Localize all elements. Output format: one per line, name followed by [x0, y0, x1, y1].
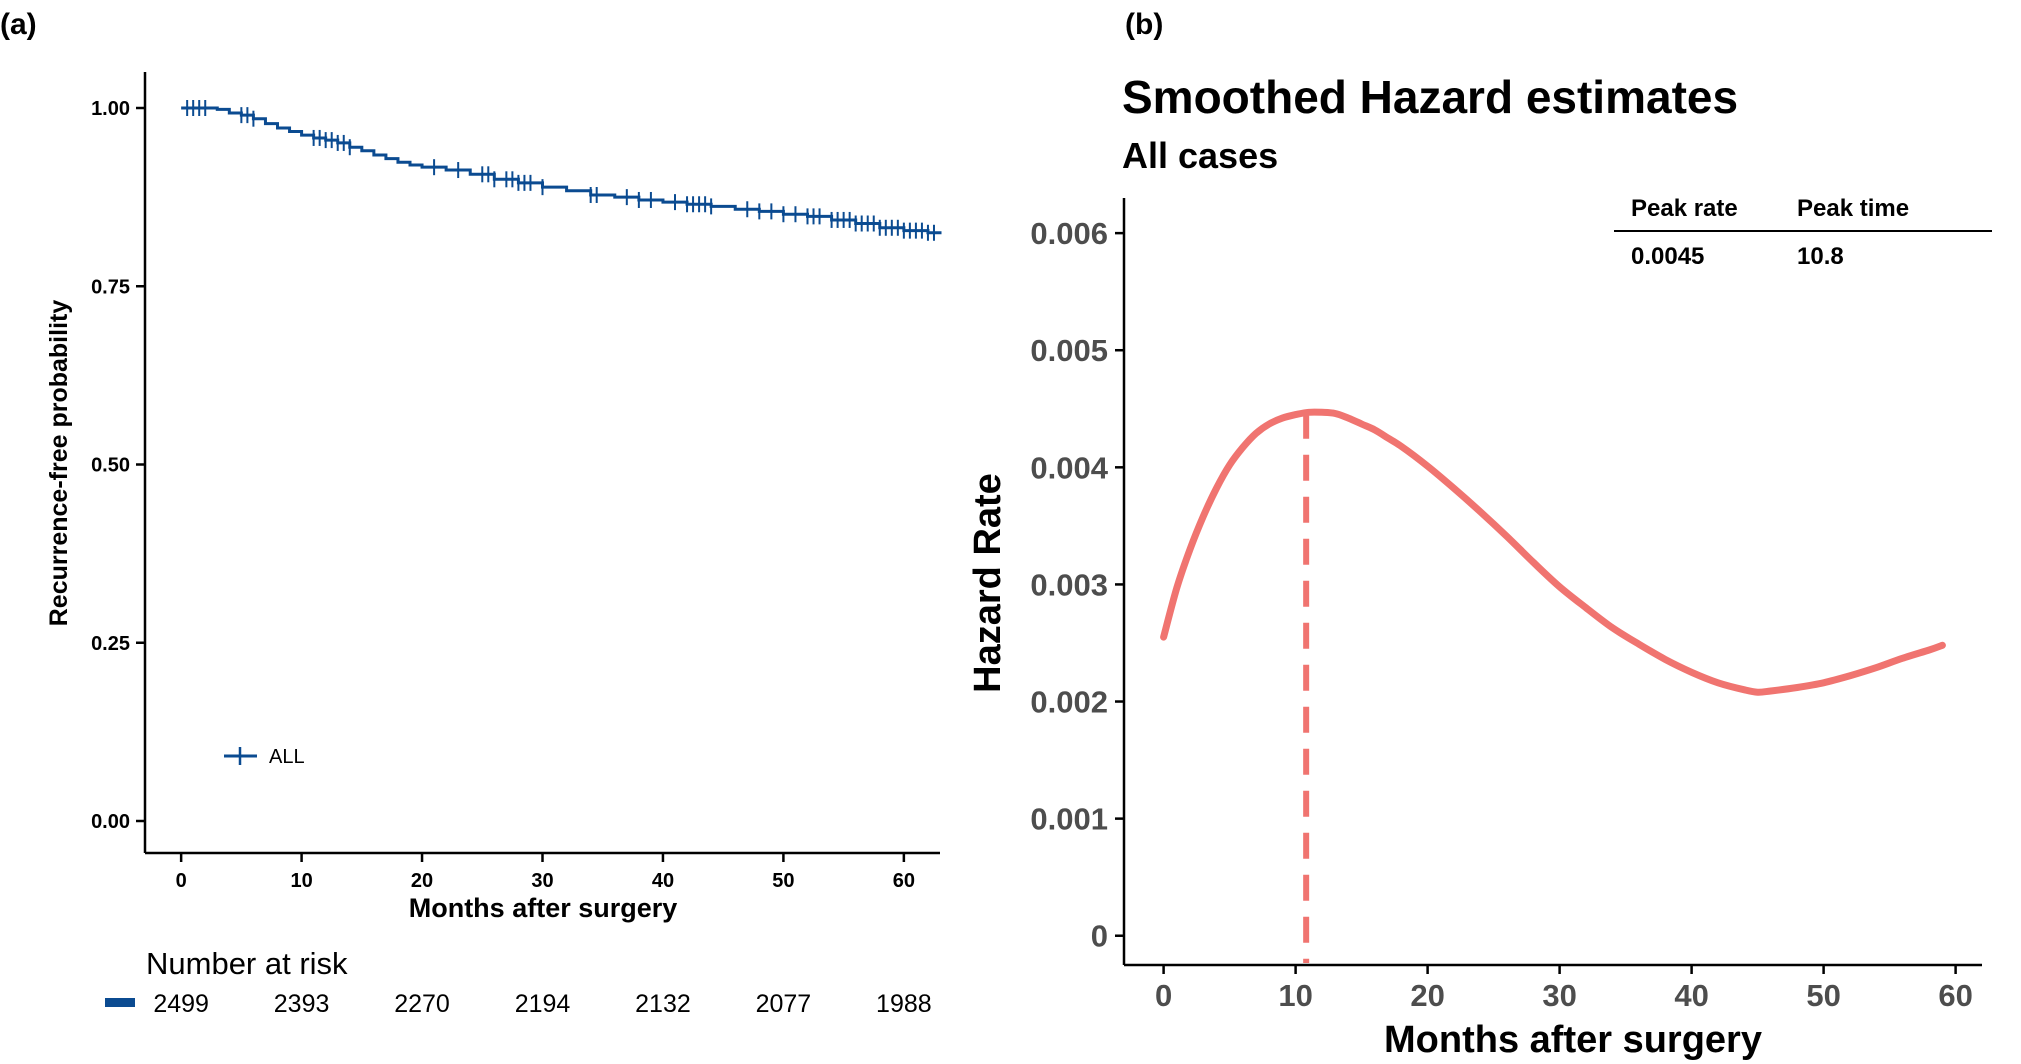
- hazard-y-tick-label: 0: [1091, 919, 1108, 954]
- hazard-x-tick-label: 0: [1155, 978, 1172, 1013]
- km-y-axis-label: Recurrence-free probability: [45, 300, 73, 627]
- km-y-tick-label: 0.50: [91, 455, 130, 477]
- risk-count: 2077: [756, 990, 812, 1018]
- km-y-tick-label: 0.25: [91, 633, 130, 655]
- risk-table-title: Number at risk: [146, 946, 348, 981]
- km-x-tick-label: 20: [411, 870, 433, 892]
- hazard-x-tick-label: 20: [1410, 978, 1444, 1013]
- peak-table-header-time: Peak time: [1797, 195, 1909, 222]
- hazard-curve: [1160, 408, 1946, 696]
- peak-table-header-rate: Peak rate: [1631, 195, 1738, 222]
- km-legend: ALL: [224, 746, 305, 768]
- hazard-y-tick-label: 0.005: [1030, 333, 1108, 368]
- hazard-y-tick-label: 0.002: [1030, 685, 1108, 720]
- km-x-tick-label: 40: [652, 870, 674, 892]
- km-x-tick-label: 60: [893, 870, 915, 892]
- km-x-tick-label: 0: [176, 870, 187, 892]
- risk-count: 2194: [515, 990, 571, 1018]
- km-censor-marks: [186, 100, 935, 241]
- risk-count: 2132: [635, 990, 691, 1018]
- km-y-tick-label: 0.75: [91, 276, 130, 298]
- risk-table-swatch: [105, 998, 135, 1007]
- hazard-y-tick-label: 0.003: [1030, 567, 1108, 602]
- hazard-x-tick-label: 60: [1938, 978, 1972, 1013]
- risk-count: 1988: [876, 990, 932, 1018]
- peak-table-value-rate: 0.0045: [1631, 243, 1704, 270]
- risk-count: 2270: [394, 990, 450, 1018]
- km-x-tick-label: 10: [290, 870, 312, 892]
- hazard-panel: Smoothed Hazard estimates All cases 0 0.0…: [967, 71, 1992, 1061]
- hazard-y-tick-label: 0.004: [1030, 450, 1108, 485]
- km-legend-label: ALL: [269, 746, 305, 768]
- km-curve: [181, 106, 942, 235]
- hazard-subtitle: All cases: [1122, 135, 1278, 176]
- km-x-axis-label: Months after surgery: [409, 893, 678, 923]
- hazard-y-tick-label: 0.006: [1030, 216, 1108, 251]
- panel-label-a: (a): [0, 8, 37, 41]
- hazard-x-axis-label: Months after surgery: [1384, 1019, 1762, 1061]
- km-x-tick-label: 30: [531, 870, 553, 892]
- km-y-tick-label: 0.00: [91, 811, 130, 833]
- panel-label-b: (b): [1125, 8, 1163, 41]
- risk-count: 2393: [274, 990, 330, 1018]
- hazard-y-axis-label: Hazard Rate: [967, 473, 1009, 693]
- hazard-x-tick-label: 50: [1806, 978, 1840, 1013]
- hazard-x-tick-label: 40: [1674, 978, 1708, 1013]
- hazard-title: Smoothed Hazard estimates: [1122, 71, 1738, 123]
- km-x-tick-label: 50: [772, 870, 794, 892]
- hazard-x-tick-label: 10: [1278, 978, 1312, 1013]
- km-y-tick-label: 1.00: [91, 98, 130, 120]
- hazard-x-tick-label: 30: [1542, 978, 1576, 1013]
- peak-table-value-time: 10.8: [1797, 243, 1844, 270]
- km-panel: 0.00 0.25 0.50 0.75 1.00 0 10 20 30 40 50 60 Recur…: [45, 72, 942, 1018]
- peak-table: Peak rate Peak time 0.0045 10.8: [1614, 195, 1992, 270]
- risk-count: 2499: [153, 990, 209, 1018]
- hazard-y-tick-label: 0.001: [1030, 802, 1108, 837]
